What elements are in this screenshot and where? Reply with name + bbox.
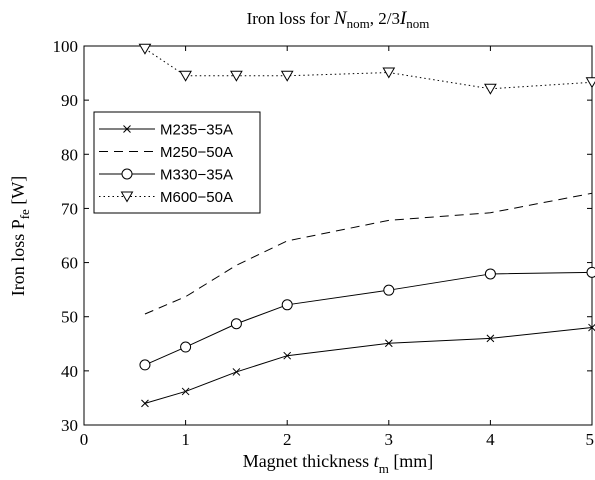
y-tick-label: 100 — [53, 37, 79, 56]
x-tick-label: 3 — [385, 430, 394, 449]
data-point — [383, 284, 395, 296]
series-line — [144, 327, 593, 404]
marker-x-stroke — [123, 125, 131, 133]
legend-label: M600−50A — [160, 189, 233, 206]
y-tick-label: 40 — [61, 362, 78, 381]
legend-label: M250−50A — [160, 144, 233, 161]
legend-marker — [121, 168, 133, 180]
legend-label: M330−35A — [160, 167, 233, 184]
legend-item: M235−35A — [99, 122, 233, 139]
data-point — [281, 299, 293, 311]
series-layer — [138, 43, 595, 408]
marker-x-stroke — [181, 387, 190, 396]
y-tick-label: 30 — [61, 416, 78, 435]
data-point — [486, 334, 495, 343]
data-point — [181, 387, 190, 396]
legend: M235−35A M250−50A M330−35A M600−50A — [93, 111, 261, 214]
series-2 — [144, 192, 593, 315]
legend-item: M330−35A — [99, 167, 233, 184]
series-line — [144, 192, 593, 315]
data-point — [141, 399, 149, 408]
data-point — [588, 323, 595, 332]
x-tick-label: 1 — [181, 430, 190, 449]
data-point — [586, 266, 595, 278]
marker-x-stroke — [486, 334, 495, 343]
marker-x-stroke — [588, 323, 595, 332]
data-point — [280, 70, 294, 82]
data-point — [139, 359, 151, 371]
legend-item: M600−50A — [99, 189, 233, 206]
x-tick-label: 0 — [80, 430, 89, 449]
x-axis-ticks: 0 1 2 3 4 5 — [80, 46, 594, 449]
data-point — [585, 77, 595, 89]
marker-x-stroke — [283, 351, 292, 360]
data-point — [484, 268, 496, 280]
series-4 — [138, 43, 595, 95]
series-3 — [139, 266, 595, 371]
y-axis-ticks: 30 40 50 60 70 80 90 100 — [53, 37, 592, 435]
legend-label: M235−35A — [160, 122, 233, 139]
data-point — [283, 351, 292, 360]
series-line — [144, 271, 593, 366]
data-point — [232, 368, 241, 376]
series-line — [144, 48, 593, 90]
legend-items: M235−35A M250−50A M330−35A M600−50A — [99, 122, 233, 206]
y-tick-label: 90 — [61, 91, 78, 110]
data-point — [138, 43, 152, 55]
y-tick-label: 70 — [61, 199, 78, 218]
x-tick-label: 2 — [283, 430, 292, 449]
data-point — [180, 341, 192, 353]
y-tick-label: 60 — [61, 254, 78, 273]
marker-x-stroke — [232, 368, 241, 376]
y-tick-label: 50 — [61, 308, 78, 327]
data-point — [484, 83, 497, 95]
legend-marker — [120, 191, 134, 203]
data-point — [384, 339, 393, 348]
marker-x-stroke — [141, 399, 149, 408]
legend-item: M250−50A — [99, 144, 233, 161]
y-tick-label: 80 — [61, 145, 78, 164]
data-point — [179, 70, 192, 82]
chart-title: Iron loss for Nnom, 2/3Inom — [247, 8, 430, 31]
data-point — [382, 67, 396, 79]
x-tick-label: 4 — [486, 430, 495, 449]
data-point — [230, 70, 243, 82]
x-axis-label: Magnet thickness tm [mm] — [243, 451, 434, 476]
legend-marker — [123, 125, 131, 133]
y-axis-label: Iron loss Pfe [W] — [8, 176, 32, 297]
marker-x-stroke — [384, 339, 393, 348]
series-1 — [141, 323, 595, 408]
plot-area — [83, 45, 593, 426]
data-point — [230, 318, 242, 330]
x-tick-label: 5 — [586, 430, 595, 449]
